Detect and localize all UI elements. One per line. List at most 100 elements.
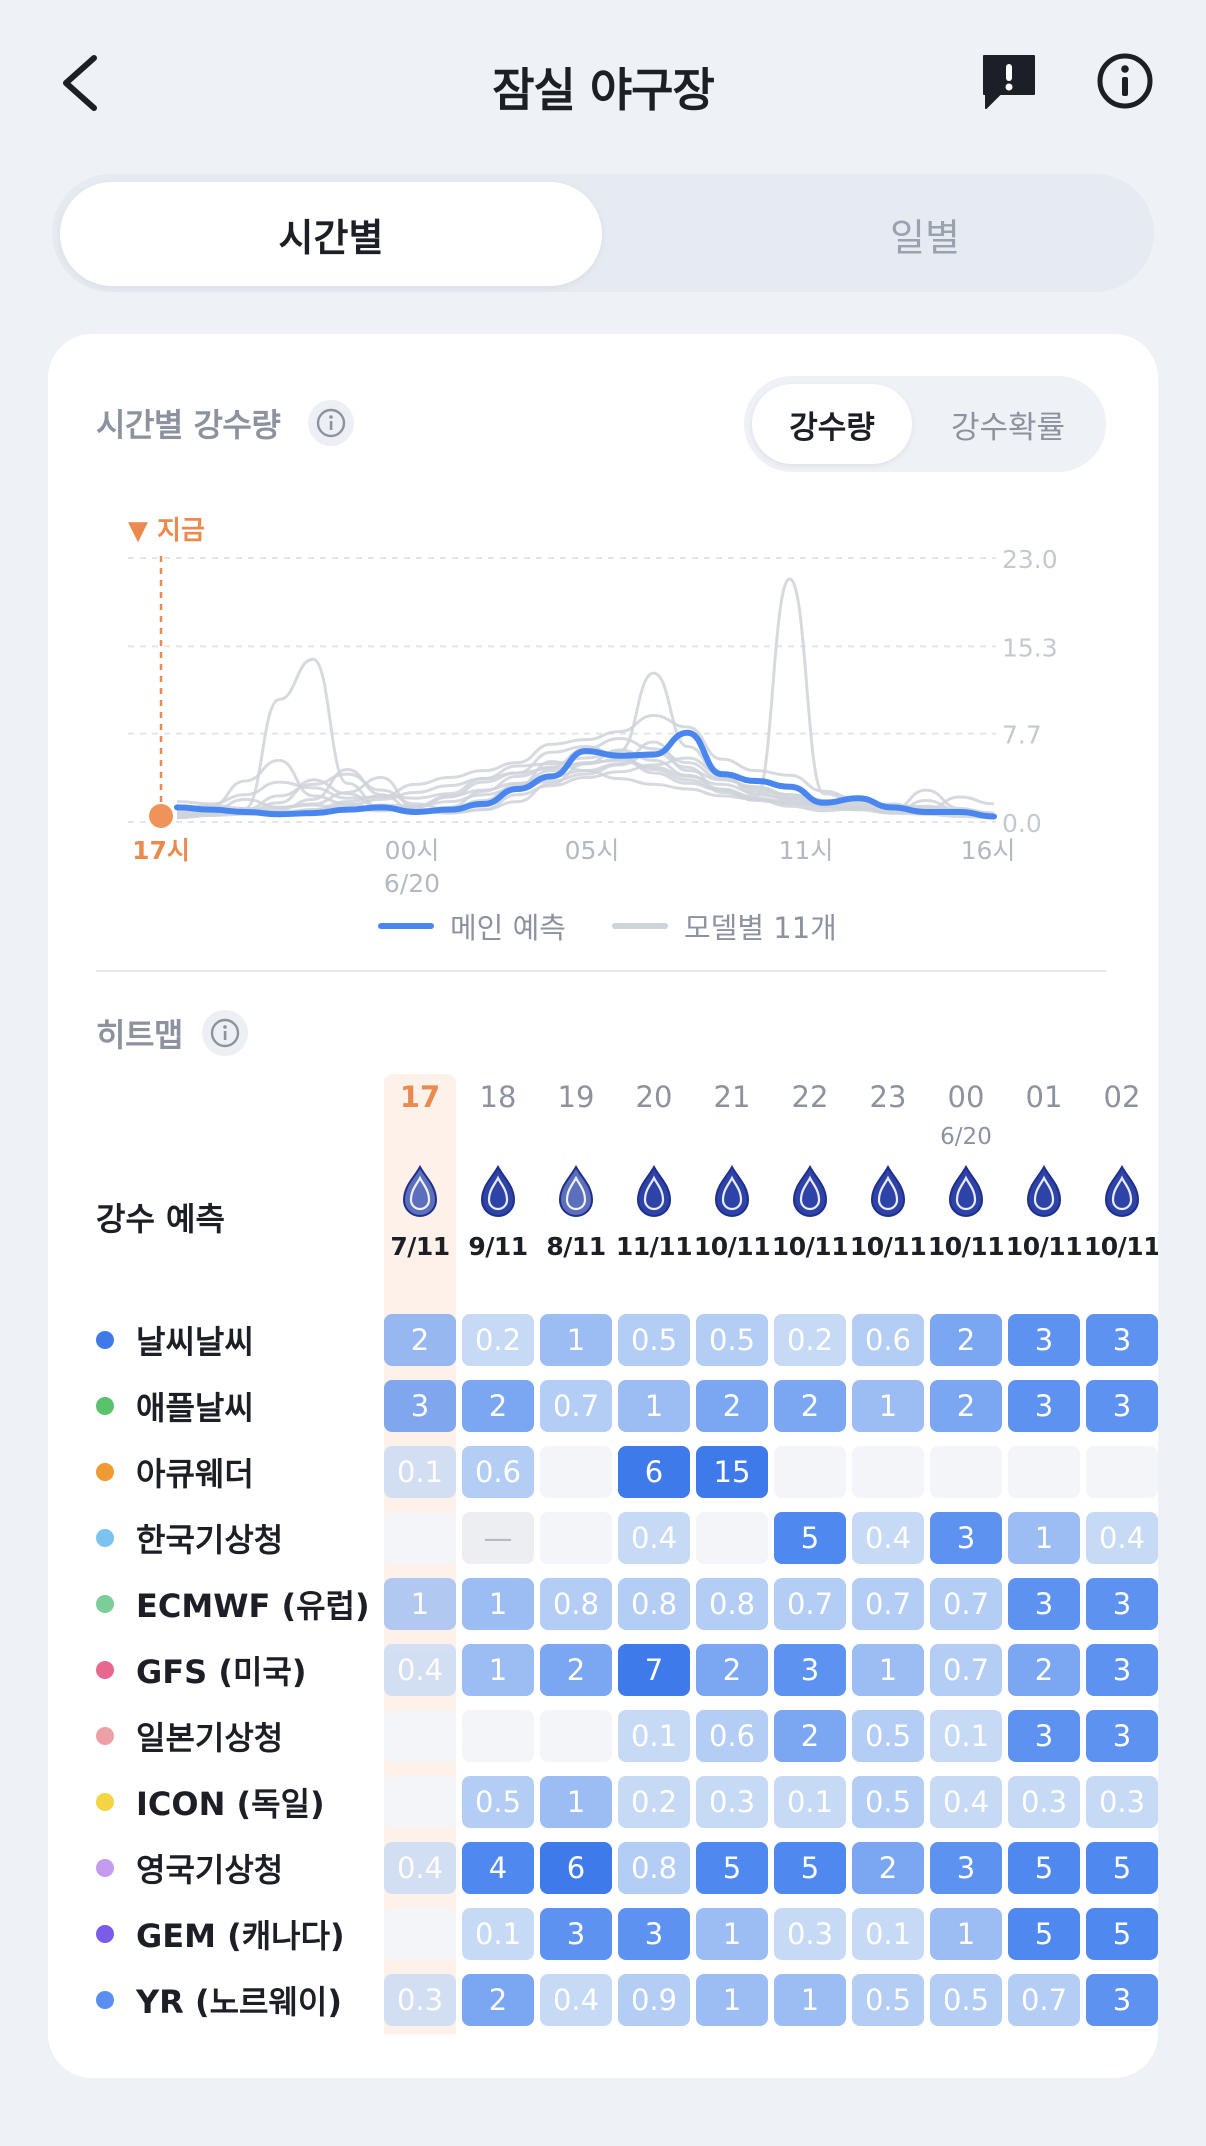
heatmap-cell[interactable]: 2: [696, 1644, 768, 1696]
heatmap-cell[interactable]: 0.9: [618, 1974, 690, 2026]
heatmap-cell[interactable]: 1: [930, 1908, 1002, 1960]
heatmap-cell[interactable]: 3: [540, 1908, 612, 1960]
toggle-precip-amount[interactable]: 강수량: [752, 384, 912, 464]
heatmap-cell[interactable]: 6: [540, 1842, 612, 1894]
heatmap-cell[interactable]: 3: [1086, 1974, 1158, 2026]
heatmap-cell[interactable]: [462, 1710, 534, 1762]
heatmap-cell[interactable]: 0.1: [774, 1776, 846, 1828]
heatmap-cell[interactable]: 0.2: [774, 1314, 846, 1366]
heatmap-cell[interactable]: 3: [618, 1908, 690, 1960]
heatmap-cell[interactable]: 0.1: [462, 1908, 534, 1960]
heatmap-cell[interactable]: 7: [618, 1644, 690, 1696]
heatmap-cell[interactable]: 0.8: [540, 1578, 612, 1630]
heatmap-cell[interactable]: 1: [696, 1908, 768, 1960]
heatmap-cell[interactable]: [540, 1710, 612, 1762]
heatmap-cell[interactable]: 5: [1008, 1908, 1080, 1960]
heatmap-cell[interactable]: 0.7: [1008, 1974, 1080, 2026]
heatmap-cell[interactable]: 1: [540, 1776, 612, 1828]
heatmap-cell[interactable]: 0.4: [540, 1974, 612, 2026]
heatmap-cell[interactable]: 0.7: [852, 1578, 924, 1630]
heatmap-cell[interactable]: 0.4: [384, 1842, 456, 1894]
heatmap-cell[interactable]: 3: [774, 1644, 846, 1696]
precip-info-button[interactable]: [308, 400, 354, 446]
heatmap-cell[interactable]: 5: [1008, 1842, 1080, 1894]
heatmap-cell[interactable]: 2: [1008, 1644, 1080, 1696]
heatmap-cell[interactable]: 0.6: [696, 1710, 768, 1762]
heatmap-cell[interactable]: 0.5: [852, 1710, 924, 1762]
heatmap-cell[interactable]: [696, 1512, 768, 1564]
heatmap-cell[interactable]: [384, 1908, 456, 1960]
heatmap-cell[interactable]: 3: [1086, 1380, 1158, 1432]
heatmap-cell[interactable]: 1: [462, 1578, 534, 1630]
heatmap-cell[interactable]: 0.1: [852, 1908, 924, 1960]
heatmap-cell[interactable]: 0.2: [618, 1776, 690, 1828]
heatmap-cell[interactable]: [1008, 1446, 1080, 1498]
heatmap-cell[interactable]: 0.5: [618, 1314, 690, 1366]
heatmap-cell[interactable]: 2: [384, 1314, 456, 1366]
heatmap-cell[interactable]: 1: [852, 1380, 924, 1432]
heatmap-cell[interactable]: 1: [774, 1974, 846, 2026]
heatmap-cell[interactable]: 2: [696, 1380, 768, 1432]
heatmap-cell[interactable]: 0.4: [618, 1512, 690, 1564]
heatmap-cell[interactable]: 0.3: [1086, 1776, 1158, 1828]
heatmap-cell[interactable]: 0.5: [852, 1776, 924, 1828]
heatmap-cell[interactable]: 2: [462, 1974, 534, 2026]
heatmap-cell[interactable]: 0.6: [852, 1314, 924, 1366]
heatmap-cell[interactable]: 1: [384, 1578, 456, 1630]
heatmap-grid[interactable]: 17 7/11 18 9/11 19 8/11 20 11/11 21 10/11 22 10/11 2…: [384, 1074, 1158, 2074]
heatmap-cell[interactable]: [852, 1446, 924, 1498]
heatmap-cell[interactable]: 0.8: [696, 1578, 768, 1630]
heatmap-cell[interactable]: 4: [462, 1842, 534, 1894]
heatmap-cell[interactable]: [930, 1446, 1002, 1498]
heatmap-cell[interactable]: 1: [540, 1314, 612, 1366]
heatmap-cell[interactable]: 3: [930, 1842, 1002, 1894]
heatmap-cell[interactable]: 0.5: [462, 1776, 534, 1828]
heatmap-cell[interactable]: 3: [1008, 1710, 1080, 1762]
heatmap-cell[interactable]: 1: [618, 1380, 690, 1432]
heatmap-cell[interactable]: 6: [618, 1446, 690, 1498]
info-button[interactable]: [1096, 52, 1154, 110]
heatmap-cell[interactable]: 1: [1008, 1512, 1080, 1564]
heatmap-cell[interactable]: 3: [1086, 1578, 1158, 1630]
heatmap-cell[interactable]: 0.3: [774, 1908, 846, 1960]
heatmap-cell[interactable]: 5: [1086, 1908, 1158, 1960]
heatmap-cell[interactable]: 2: [930, 1380, 1002, 1432]
heatmap-cell[interactable]: 1: [462, 1644, 534, 1696]
heatmap-cell[interactable]: 0.1: [618, 1710, 690, 1762]
heatmap-cell[interactable]: 0.1: [384, 1446, 456, 1498]
heatmap-cell[interactable]: 3: [1008, 1314, 1080, 1366]
heatmap-cell[interactable]: 0.3: [384, 1974, 456, 2026]
heatmap-cell[interactable]: 0.1: [930, 1710, 1002, 1762]
tab-hourly[interactable]: 시간별: [60, 182, 602, 286]
heatmap-cell[interactable]: 3: [1008, 1380, 1080, 1432]
heatmap-cell[interactable]: 1: [696, 1974, 768, 2026]
heatmap-cell[interactable]: 0.4: [930, 1776, 1002, 1828]
heatmap-cell[interactable]: 0.5: [930, 1974, 1002, 2026]
heatmap-cell[interactable]: 0.4: [1086, 1512, 1158, 1564]
heatmap-cell[interactable]: 2: [540, 1644, 612, 1696]
heatmap-cell[interactable]: [384, 1776, 456, 1828]
heatmap-cell[interactable]: [1086, 1446, 1158, 1498]
heatmap-cell[interactable]: [384, 1710, 456, 1762]
heatmap-cell[interactable]: [774, 1446, 846, 1498]
heatmap-info-button[interactable]: [202, 1010, 248, 1056]
heatmap-cell[interactable]: 0.7: [930, 1578, 1002, 1630]
heatmap-cell[interactable]: [540, 1446, 612, 1498]
heatmap-cell[interactable]: 0.8: [618, 1842, 690, 1894]
heatmap-cell[interactable]: 3: [1008, 1578, 1080, 1630]
heatmap-cell[interactable]: 3: [1086, 1710, 1158, 1762]
heatmap-cell[interactable]: 3: [1086, 1644, 1158, 1696]
heatmap-cell[interactable]: 0.3: [1008, 1776, 1080, 1828]
heatmap-cell[interactable]: —: [462, 1512, 534, 1564]
report-button[interactable]: [978, 50, 1040, 112]
heatmap-cell[interactable]: 5: [774, 1842, 846, 1894]
heatmap-cell[interactable]: 0.3: [696, 1776, 768, 1828]
heatmap-cell[interactable]: 15: [696, 1446, 768, 1498]
heatmap-cell[interactable]: 2: [852, 1842, 924, 1894]
heatmap-cell[interactable]: 0.7: [540, 1380, 612, 1432]
heatmap-cell[interactable]: 0.8: [618, 1578, 690, 1630]
heatmap-cell[interactable]: 3: [384, 1380, 456, 1432]
back-button[interactable]: [52, 50, 112, 116]
heatmap-cell[interactable]: 0.6: [462, 1446, 534, 1498]
heatmap-cell[interactable]: 0.4: [852, 1512, 924, 1564]
